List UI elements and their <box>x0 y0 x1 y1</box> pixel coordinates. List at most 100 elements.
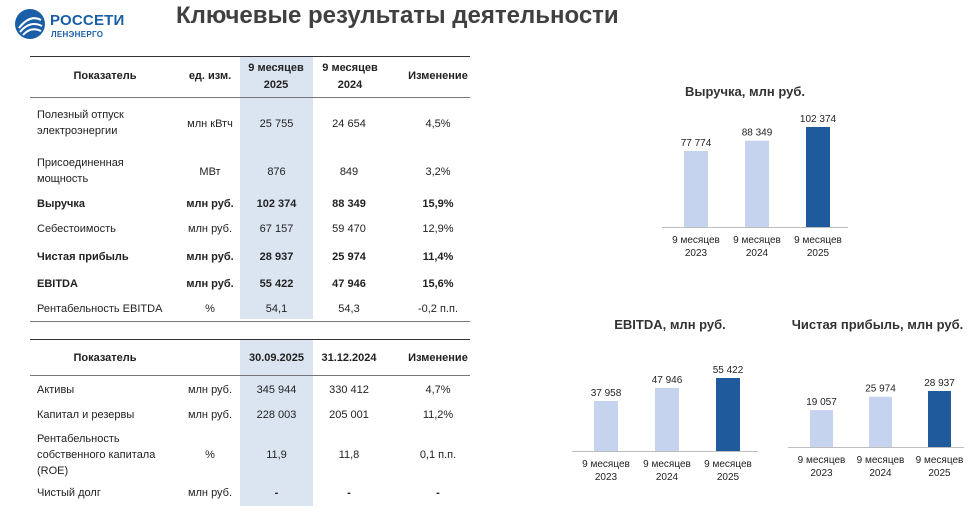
bar-1 <box>655 387 679 451</box>
data-label-1: 47 946 <box>652 375 683 386</box>
t1-row-6-2024: 54,3 <box>338 303 360 315</box>
t1-row-5-change: 15,6% <box>422 278 454 290</box>
t2-row-1-2025: 228 003 <box>256 409 297 421</box>
bar-2 <box>716 378 740 451</box>
highlight-column-bottom <box>240 339 313 506</box>
bar-1 <box>745 140 769 227</box>
t2-row-2-2025: 11,9 <box>266 449 287 461</box>
net-profit-chart-title: Чистая прибыль, млн руб. <box>791 317 964 332</box>
ebitda-chart-title: EBITDA, млн руб. <box>614 317 726 332</box>
bar-0 <box>594 401 618 451</box>
t2-row-1-unit: млн руб. <box>187 409 233 421</box>
t1-row-3-unit: млн руб. <box>187 223 233 235</box>
t1-header-2024: 9 месяцев 2024 <box>322 62 378 91</box>
ebitda-chart: 37 958 9 месяцев 2023 47 946 9 месяцев 2024 55… <box>572 365 758 483</box>
t2-row-1-2024: 205 001 <box>329 409 369 421</box>
t2-row-3-name: Чистый долг <box>37 487 101 499</box>
data-label-0: 19 057 <box>806 397 837 408</box>
t1-row-3-2025: 67 157 <box>259 223 294 235</box>
revenue-chart-title: Выручка, млн руб. <box>685 84 805 99</box>
t1-row-2-change: 15,9% <box>422 198 454 210</box>
t2-header-2025: 30.09.2025 <box>248 352 305 364</box>
bar-0 <box>684 151 708 227</box>
category-label-2: 9 месяцев 2025 <box>704 459 752 483</box>
t1-row-0-2025: 25 755 <box>259 118 294 130</box>
t1-row-0-change: 4,5% <box>425 118 451 130</box>
t1-row-1-2025: 876 <box>267 166 286 178</box>
revenue-chart: 77 774 9 месяцев 2023 88 349 9 месяцев 2024 10… <box>662 114 848 259</box>
t2-row-3-change: - <box>436 487 440 499</box>
t2-row-3-2025: - <box>274 487 279 499</box>
category-label-0: 9 месяцев 2023 <box>582 459 630 483</box>
t1-row-3-change: 12,9% <box>422 223 454 235</box>
t1-header-change: Изменение <box>408 70 468 82</box>
t1-row-5-unit: млн руб. <box>186 278 234 290</box>
t1-row-4-change: 11,4% <box>422 251 454 263</box>
t1-row-5-2024: 47 946 <box>332 278 366 290</box>
page-title: Ключевые результаты деятельности <box>176 2 619 29</box>
t1-row-1-name: Присоединенная мощность <box>37 157 124 185</box>
data-label-2: 55 422 <box>713 365 744 376</box>
logo-word: РОССЕТИ <box>50 12 125 29</box>
highlight-column-top <box>240 56 313 319</box>
t1-row-5-name: EBITDA <box>37 278 78 290</box>
t2-row-0-2024: 330 412 <box>329 384 369 396</box>
t2-row-2-2024: 11,8 <box>338 449 360 461</box>
t1-row-2-unit: млн руб. <box>186 198 234 210</box>
category-label-1: 9 месяцев 2024 <box>733 235 781 259</box>
logo-icon <box>15 9 45 39</box>
t1-row-0-unit: млн кВтч <box>187 118 233 130</box>
t2-row-0-name: Активы <box>37 384 75 396</box>
t1-row-6-name: Рентабельность EBITDA <box>37 303 163 315</box>
category-label-1: 9 месяцев 2024 <box>857 455 905 479</box>
t1-row-4-name: Чистая прибыль <box>37 251 129 263</box>
t1-row-6-change: -0,2 п.п. <box>417 303 459 315</box>
t2-row-3-2024: - <box>347 487 351 499</box>
data-label-0: 37 958 <box>591 388 622 399</box>
category-label-2: 9 месяцев 2025 <box>794 235 842 259</box>
t2-row-2-unit: % <box>205 449 215 461</box>
category-label-0: 9 месяцев 2023 <box>798 455 846 479</box>
t2-header-indicator: Показатель <box>73 352 137 364</box>
t1-row-3-2024: 59 470 <box>332 223 366 235</box>
t2-row-1-name: Капитал и резервы <box>37 409 135 421</box>
t1-row-4-2025: 28 937 <box>259 251 294 263</box>
t1-row-0-2024: 24 654 <box>332 118 366 130</box>
data-label-1: 88 349 <box>742 128 773 139</box>
t1-row-4-2024: 25 974 <box>332 251 366 263</box>
net-profit-chart: 19 057 9 месяцев 2023 25 974 9 месяцев 2024 28… <box>788 378 964 479</box>
t1-header-indicator: Показатель <box>73 70 137 82</box>
t2-row-3-unit: млн руб. <box>187 487 233 499</box>
bar-0 <box>810 410 833 447</box>
t1-header-2025: 9 месяцев 2025 <box>248 62 304 91</box>
data-label-2: 28 937 <box>924 378 955 389</box>
t1-row-6-unit: % <box>205 303 215 315</box>
logo: РОССЕТИ ЛЕНЭНЕРГО <box>14 8 124 42</box>
data-label-2: 102 374 <box>800 114 837 125</box>
t1-row-3-name: Себестоимость <box>37 223 116 235</box>
bar-2 <box>928 391 951 447</box>
t1-row-4-unit: млн руб. <box>186 251 234 263</box>
t2-row-2-change: 0,1 п.п. <box>419 449 457 461</box>
t2-row-0-change: 4,7% <box>425 384 451 396</box>
bar-2 <box>806 127 830 227</box>
t1-header-unit: ед. изм. <box>188 70 232 82</box>
data-label-0: 77 774 <box>681 138 712 149</box>
t1-row-0-name: Полезный отпуск электроэнергии <box>37 109 124 137</box>
t1-row-6-2025: 54,1 <box>265 303 288 315</box>
bar-1 <box>869 396 892 447</box>
t1-row-5-2025: 55 422 <box>259 278 294 290</box>
category-label-2: 9 месяцев 2025 <box>916 455 964 479</box>
logo-subtitle: ЛЕНЭНЕРГО <box>51 30 104 39</box>
t2-header-2024: 31.12.2024 <box>321 352 377 364</box>
t1-row-1-unit: МВт <box>199 166 221 178</box>
t2-header-change: Изменение <box>408 352 468 364</box>
t1-row-2-name: Выручка <box>37 198 86 210</box>
data-label-1: 25 974 <box>865 384 896 395</box>
category-label-0: 9 месяцев 2023 <box>672 235 720 259</box>
t2-row-0-unit: млн руб. <box>187 384 233 396</box>
t1-row-2-2025: 102 374 <box>256 198 297 210</box>
t2-row-0-2025: 345 944 <box>256 384 297 396</box>
t1-row-1-2024: 849 <box>339 166 359 178</box>
t2-row-2-name: Рентабельность собственного капитала (RO… <box>37 433 156 477</box>
